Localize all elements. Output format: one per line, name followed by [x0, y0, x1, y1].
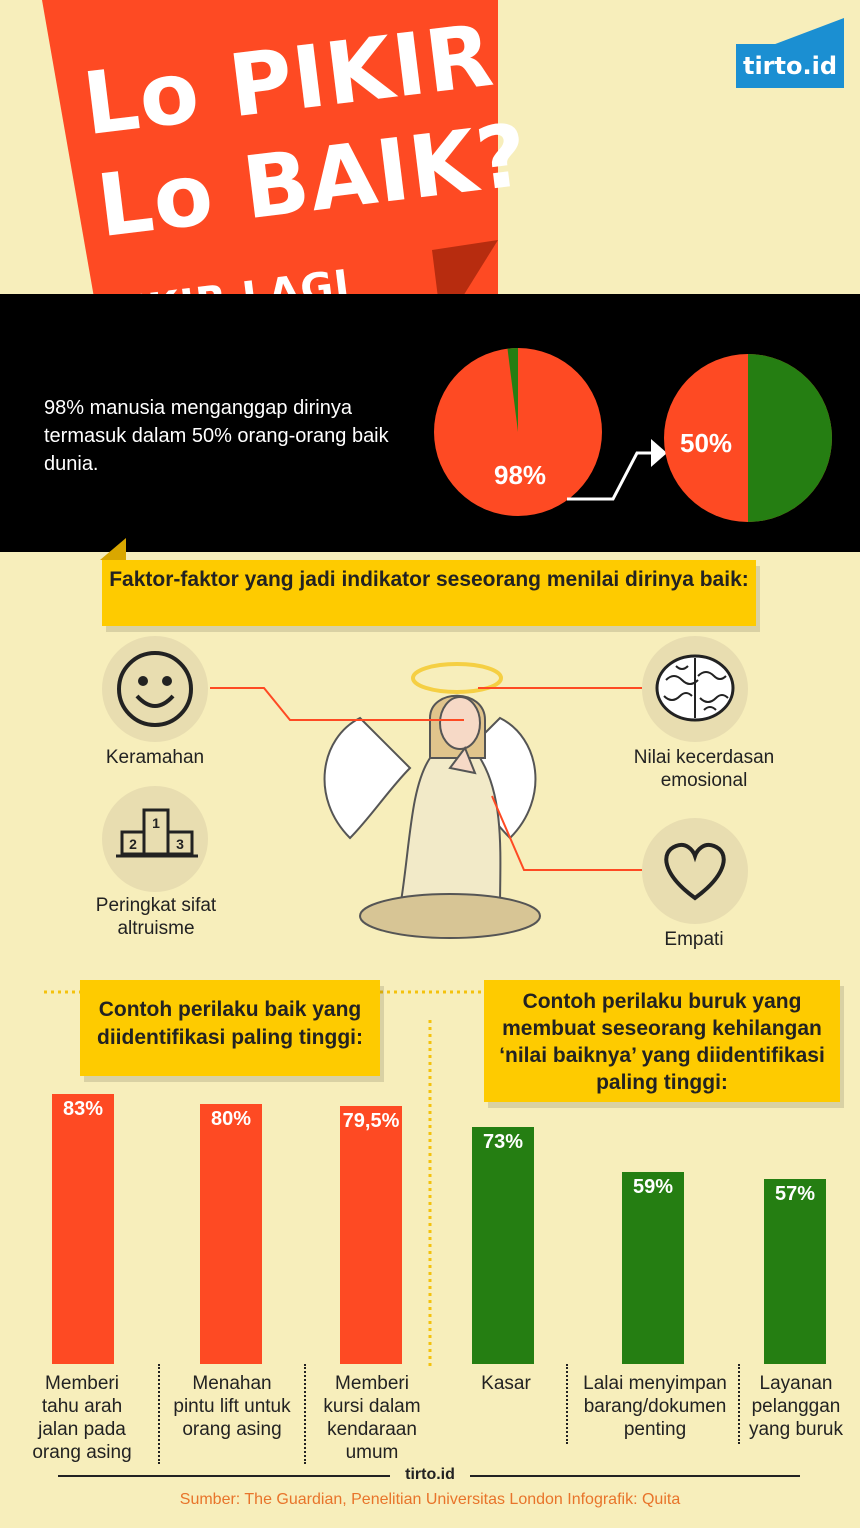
logo-flag: [770, 18, 844, 46]
banner-fold: [100, 538, 126, 560]
source-credit: Sumber: The Guardian, Penelitian Univers…: [179, 1491, 681, 1508]
pie-label-98: 98%: [494, 460, 547, 490]
category-label-kursi: Memberi kursi dalam kendaraan umum: [323, 1373, 421, 1463]
category-label-pintu-lift: Menahan pintu lift untuk orang asing: [173, 1373, 291, 1440]
factor-connectors: [210, 687, 642, 871]
good-behavior-title: Contoh perilaku baik yang diidentifikasi…: [97, 998, 363, 1049]
bar-bad-layanan: [764, 1178, 826, 1364]
factor-label-keramahan: Keramahan: [105, 747, 205, 768]
podium-icon: 1 2 3: [116, 808, 198, 858]
pie-slice-minority: [507, 348, 518, 432]
bar-bad-kasar: [472, 1126, 534, 1364]
bar-good-kursi: [340, 1105, 402, 1364]
column-divider-3: [566, 1364, 568, 1444]
podium-1: 1: [152, 815, 160, 831]
angel-illustration: [323, 662, 541, 939]
bar-value-59: 59%: [632, 1176, 674, 1199]
podium-2: 2: [129, 836, 137, 852]
bar-value-73: 73%: [482, 1130, 524, 1153]
pie-chart-98: [434, 348, 602, 516]
podium-circle: 1 2 3: [102, 786, 208, 892]
bar-good-memberi-arah: [52, 1094, 114, 1364]
column-divider-4: [738, 1364, 740, 1444]
factor-label-empati: Empati: [664, 929, 724, 950]
podium-3: 3: [176, 836, 184, 852]
footer-logo: tirto.id: [405, 1466, 455, 1483]
bad-behavior-title: Contoh perilaku buruk yang membuat seseo…: [499, 990, 825, 1094]
column-divider-2: [304, 1364, 306, 1464]
bad-behavior-banner: Contoh perilaku buruk yang membuat seseo…: [484, 980, 840, 1102]
heart-circle: [642, 818, 748, 924]
brain-icon: [655, 654, 735, 722]
category-label-layanan: Layanan pelanggan yang buruk: [748, 1373, 843, 1440]
factor-label-kecerdasan: Nilai kecerdasan emosional: [633, 747, 775, 791]
brain-circle: [642, 636, 748, 742]
smiley-circle: [102, 636, 208, 742]
tirto-logo: tirto.id: [736, 44, 844, 88]
category-label-memberi-arah: Memberi tahu arah jalan pada orang asing: [32, 1373, 132, 1463]
bar-value-57: 57%: [774, 1182, 816, 1205]
arrow-connector: [567, 439, 667, 501]
column-divider-1: [158, 1364, 160, 1464]
pie-slice-half: [748, 354, 832, 522]
bar-value-80: 80%: [210, 1108, 252, 1130]
factors-banner: Faktor-faktor yang jadi indikator seseor…: [102, 560, 756, 626]
pie-label-50: 50%: [680, 428, 733, 458]
good-behavior-banner: Contoh perilaku baik yang diidentifikasi…: [80, 980, 380, 1076]
bar-bad-lalai: [622, 1172, 684, 1364]
bar-value-79-5: 79,5%: [342, 1109, 400, 1132]
factors-title: Faktor-faktor yang jadi indikator seseor…: [109, 568, 749, 591]
intro-text: 98% manusia menganggap dirinya termasuk …: [44, 397, 389, 475]
pie-chart-50: [664, 354, 832, 522]
heart-icon: [664, 843, 726, 901]
smiley-icon: [117, 651, 193, 727]
factor-label-altruisme: Peringkat sifat altruisme: [95, 895, 217, 939]
category-label-lalai: Lalai menyimpan barang/dokumen penting: [583, 1373, 727, 1440]
category-label-kasar: Kasar: [481, 1373, 531, 1394]
bar-good-pintu-lift: [200, 1104, 262, 1364]
bar-value-83: 83%: [62, 1098, 104, 1121]
